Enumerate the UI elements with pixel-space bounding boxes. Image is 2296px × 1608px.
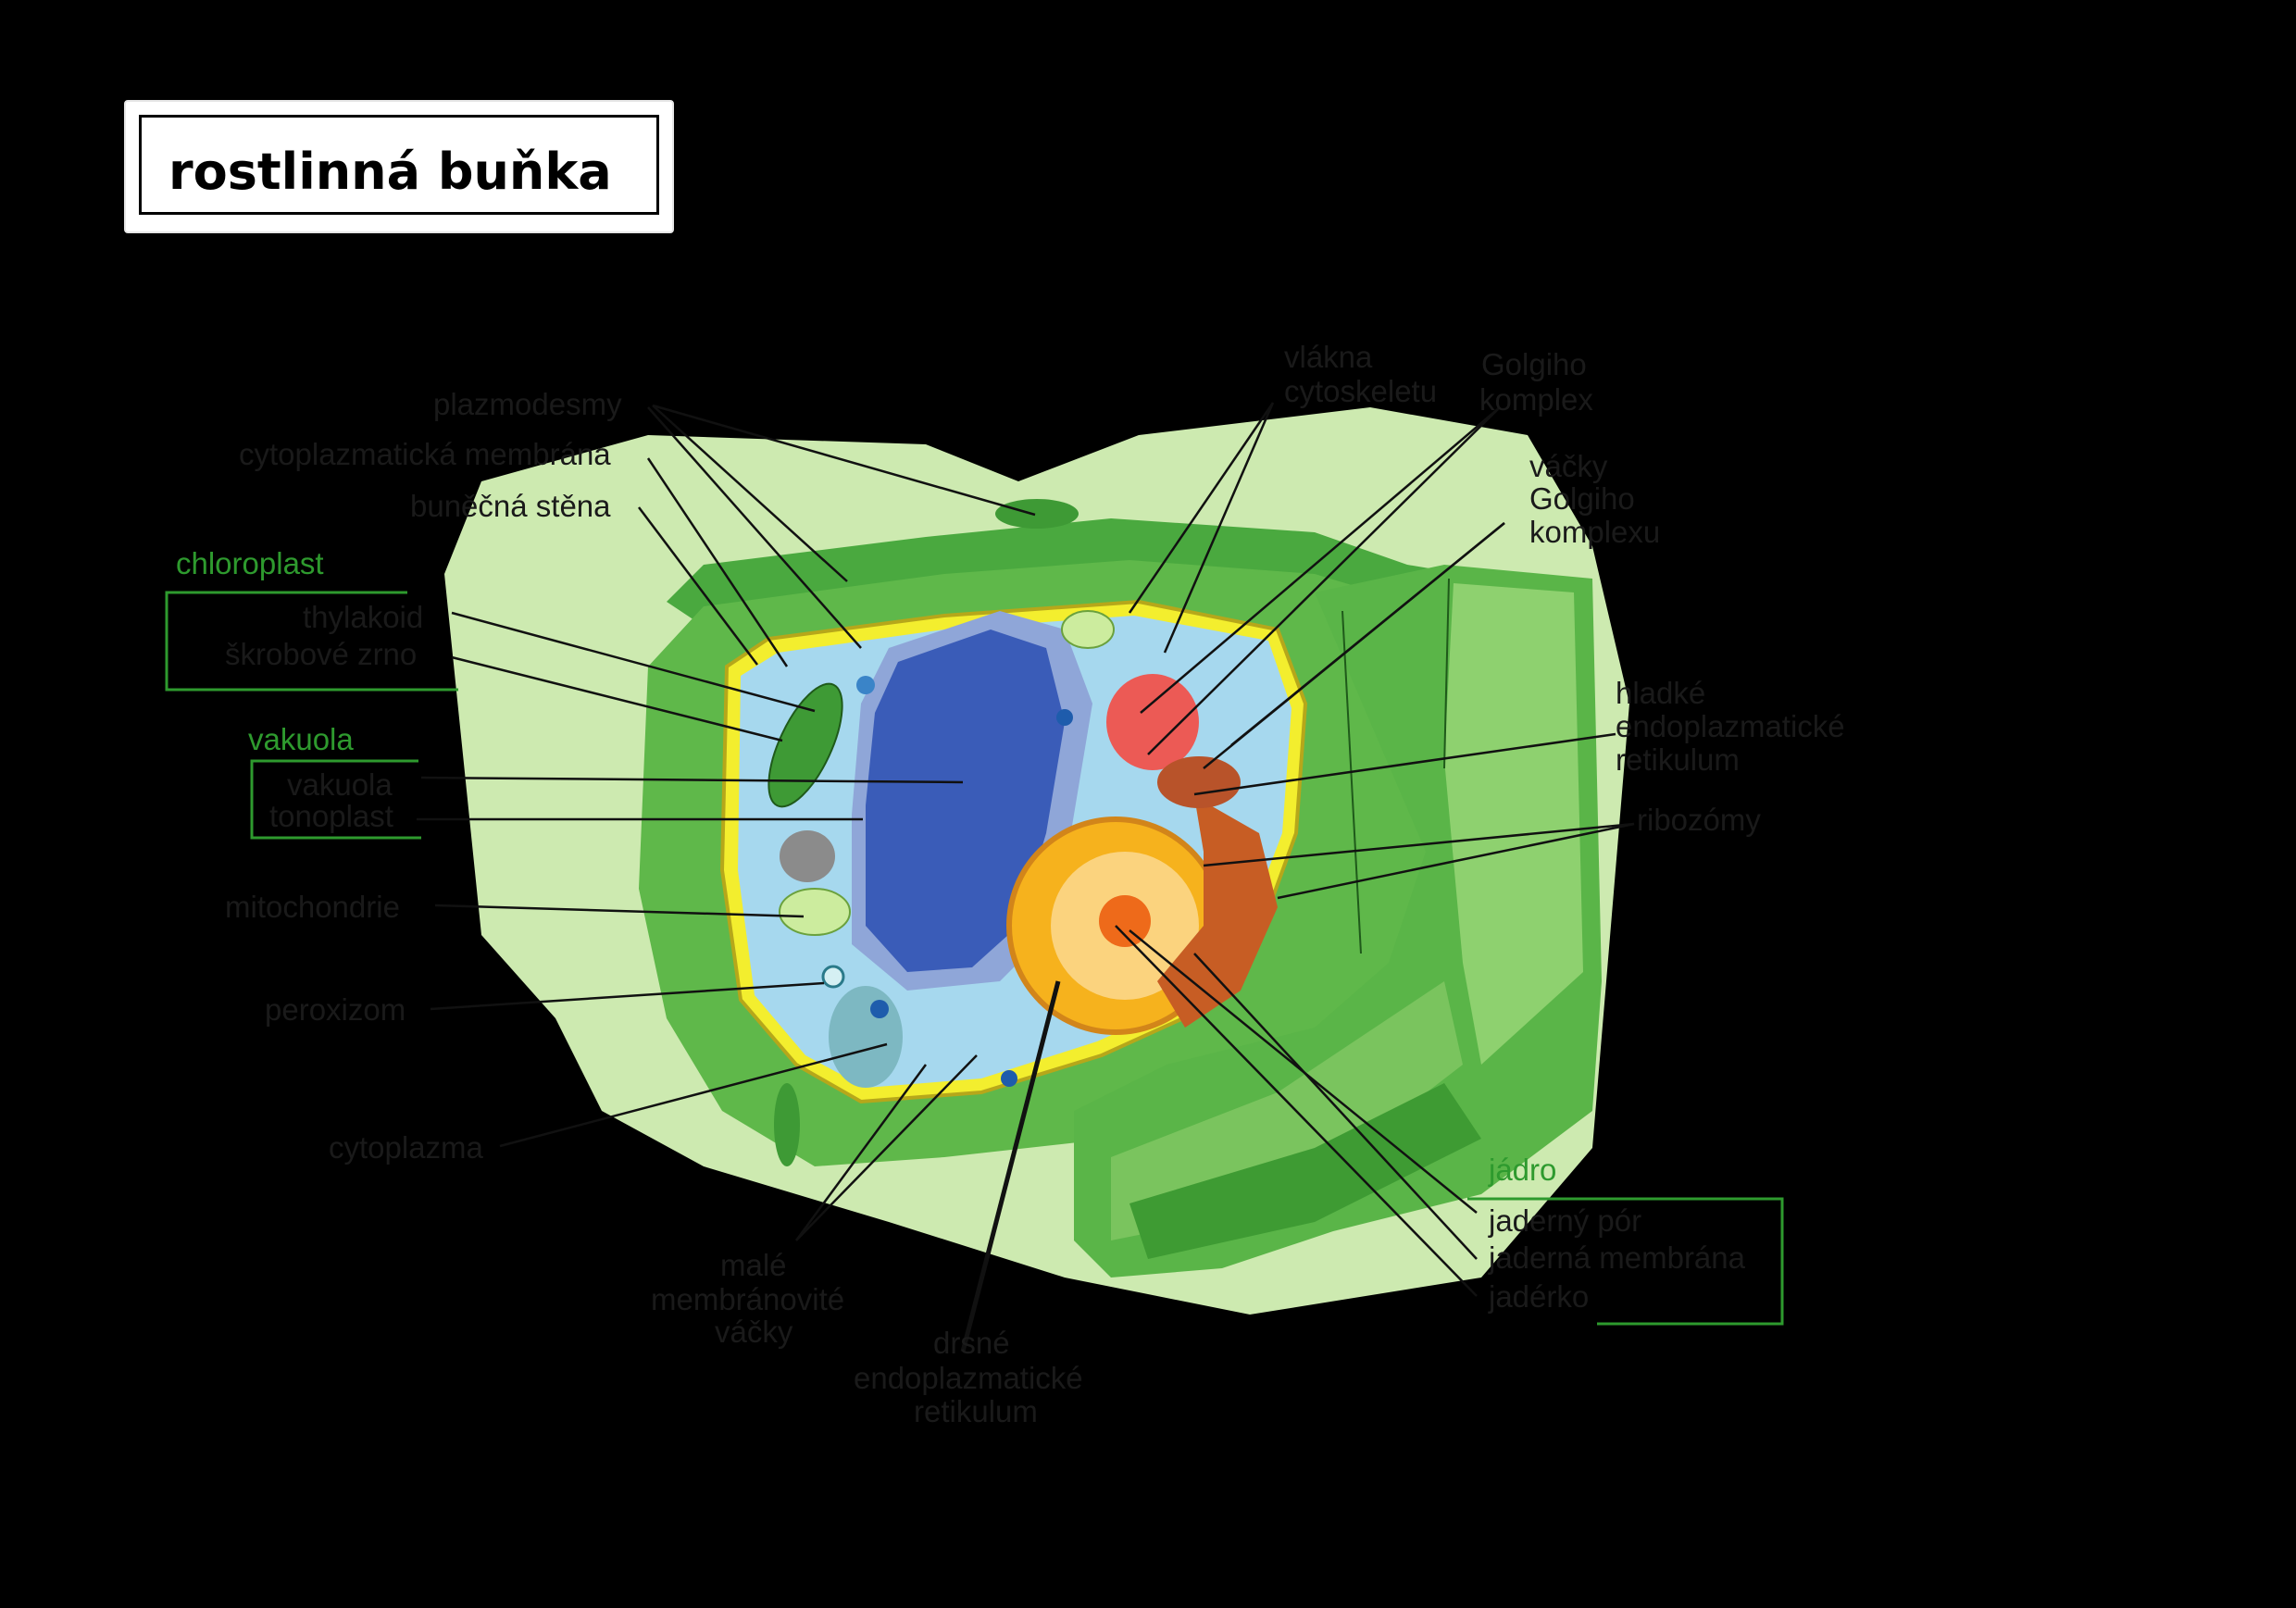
label-skrobove-zrno: škrobové zrno	[225, 637, 418, 671]
label-jaderko: jadérko	[1489, 1279, 1590, 1314]
chloroplast-small	[774, 1083, 800, 1166]
label-vacky-line3: komplexu	[1529, 515, 1661, 549]
label-hladke-line3: retikulum	[1616, 742, 1740, 777]
label-male-line1: malé	[720, 1248, 787, 1282]
vesicle-dot-4	[1001, 1070, 1017, 1087]
title-box	[124, 100, 674, 233]
label-vacky-line1: váčky	[1529, 449, 1608, 483]
rough-er-shape	[1157, 796, 1278, 1028]
label-jaderny-por: jaderný pór	[1489, 1203, 1642, 1238]
label-vlakna-line1: vlákna	[1284, 340, 1373, 374]
vesicle-dot-2	[870, 1000, 889, 1018]
group-vakuola: vakuola	[248, 722, 354, 756]
label-peroxizom: peroxizom	[265, 992, 406, 1027]
label-golgi-line1: Golgiho	[1481, 347, 1587, 381]
group-jadro: jádro	[1489, 1153, 1557, 1187]
label-vlakna-line2: cytoskeletu	[1284, 374, 1438, 408]
mitochondrion-1	[779, 888, 851, 936]
label-golgi-line2: komplex	[1479, 382, 1593, 417]
title-frame	[139, 115, 659, 215]
label-drsne-line3: retikulum	[914, 1394, 1038, 1428]
starch-granule	[780, 830, 835, 882]
label-vacky-line2: Golgiho	[1529, 481, 1635, 516]
chloroplast-top	[995, 499, 1079, 529]
cell-wall-right-dark	[1129, 1083, 1481, 1259]
label-cytoplazma: cytoplazma	[329, 1130, 483, 1165]
label-ribozomy: ribozómy	[1637, 803, 1761, 837]
group-chloroplast: chloroplast	[176, 546, 324, 580]
vesicle-dot-1	[856, 676, 875, 694]
page-title: rostlinná buňka	[168, 143, 612, 201]
label-hladke-line2: endoplazmatické	[1616, 709, 1845, 743]
golgi-vesicles-shape	[1157, 756, 1241, 808]
golgi-shape	[1106, 674, 1199, 770]
cell-wall-right-inner	[1111, 981, 1463, 1240]
cell-wall-right-face	[1444, 583, 1583, 1065]
chloroplast-shape	[767, 682, 843, 808]
nucleolus-shape	[1099, 895, 1151, 947]
label-vakuola: vakuola	[287, 767, 393, 802]
label-hladke-line1: hladké	[1616, 676, 1706, 710]
label-plazmodesmy: plazmodesmy	[433, 387, 622, 421]
label-tonoplast: tonoplast	[269, 799, 393, 833]
label-cytoplazmaticka-membrana: cytoplazmatická membrána	[239, 437, 611, 471]
label-drsne-line2: endoplazmatické	[854, 1361, 1083, 1395]
label-male-line2: membránovité	[651, 1282, 845, 1316]
label-jaderna-membrana: jaderná membrána	[1489, 1240, 1745, 1275]
label-mitochondrie: mitochondrie	[225, 890, 400, 924]
label-male-line3: váčky	[715, 1315, 793, 1349]
vesicle-dot-3	[1056, 709, 1073, 726]
label-drsne-line1: drsné	[933, 1326, 1010, 1360]
peroxisome-shape	[821, 965, 845, 989]
label-thylakoid: thylakoid	[303, 600, 424, 634]
mitochondrion-2	[1061, 610, 1115, 649]
label-bunecna-stena: buněčná stěna	[410, 489, 611, 523]
